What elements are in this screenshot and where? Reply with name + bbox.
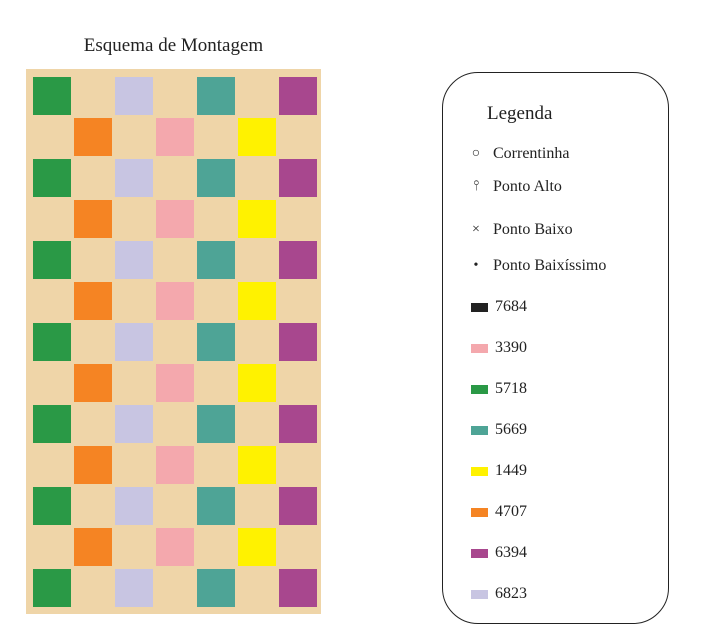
circle-icon: ○ bbox=[471, 146, 481, 161]
color-swatch bbox=[471, 343, 488, 353]
pattern-cell bbox=[238, 200, 276, 238]
pattern-cell bbox=[197, 405, 235, 443]
pattern-cell bbox=[197, 241, 235, 279]
legend-symbol-item: × Ponto Baixo bbox=[467, 221, 573, 239]
color-code-label: 6823 bbox=[495, 585, 527, 602]
pattern-cell bbox=[238, 118, 276, 156]
color-swatch bbox=[471, 466, 488, 476]
color-code-label: 7684 bbox=[495, 298, 527, 315]
pattern-cell bbox=[279, 159, 317, 197]
pattern-cell bbox=[74, 446, 112, 484]
legend-color-item: 6823 bbox=[471, 585, 527, 603]
pattern-cell bbox=[74, 282, 112, 320]
color-code-label: 4707 bbox=[495, 503, 527, 520]
pattern-cell bbox=[238, 282, 276, 320]
legend-symbol-item: ○ Correntinha bbox=[467, 145, 570, 163]
color-code-label: 1449 bbox=[495, 462, 527, 479]
pattern-cell bbox=[33, 323, 71, 361]
pattern-cell bbox=[33, 77, 71, 115]
pattern-cell bbox=[197, 77, 235, 115]
pattern-cell bbox=[156, 446, 194, 484]
color-code-label: 3390 bbox=[495, 339, 527, 356]
legend-color-item: 5718 bbox=[471, 380, 527, 398]
pattern-cell bbox=[279, 569, 317, 607]
pattern-cell bbox=[115, 77, 153, 115]
legend-color-item: 3390 bbox=[471, 339, 527, 357]
pattern-cell bbox=[74, 528, 112, 566]
pattern-cell bbox=[74, 118, 112, 156]
legend-symbol-label: Ponto Baixo bbox=[493, 221, 573, 238]
pattern-cell bbox=[156, 118, 194, 156]
pattern-cell bbox=[33, 487, 71, 525]
legend-color-item: 4707 bbox=[471, 503, 527, 521]
color-code-label: 6394 bbox=[495, 544, 527, 561]
legend-color-item: 6394 bbox=[471, 544, 527, 562]
pattern-cell bbox=[115, 405, 153, 443]
color-swatch bbox=[471, 507, 488, 517]
color-swatch bbox=[471, 302, 488, 312]
pattern-cell bbox=[279, 323, 317, 361]
pattern-cell bbox=[156, 364, 194, 402]
pattern-cell bbox=[238, 528, 276, 566]
dot-icon: • bbox=[473, 258, 479, 273]
pattern-cell bbox=[197, 569, 235, 607]
pattern-cell bbox=[279, 405, 317, 443]
color-swatch bbox=[471, 548, 488, 558]
legend-color-item: 5669 bbox=[471, 421, 527, 439]
pattern-cell bbox=[33, 405, 71, 443]
legend-color-item: 1449 bbox=[471, 462, 527, 480]
pattern-cell bbox=[197, 159, 235, 197]
pattern-cell bbox=[74, 364, 112, 402]
cross-icon: × bbox=[472, 222, 480, 237]
diagram-title: Esquema de Montagem bbox=[83, 35, 264, 56]
pattern-cell bbox=[238, 364, 276, 402]
tall-stitch-icon: ⫯ bbox=[472, 179, 480, 194]
pattern-cell bbox=[279, 487, 317, 525]
pattern-cell bbox=[279, 77, 317, 115]
legend-symbol-item: ⫯ Ponto Alto bbox=[467, 178, 562, 196]
pattern-cell bbox=[33, 159, 71, 197]
pattern-cell bbox=[279, 241, 317, 279]
pattern-grid bbox=[26, 69, 321, 614]
pattern-cell bbox=[197, 487, 235, 525]
pattern-cell bbox=[115, 487, 153, 525]
legend-symbol-label: Ponto Baixíssimo bbox=[493, 257, 607, 274]
color-swatch bbox=[471, 589, 488, 599]
color-swatch bbox=[471, 425, 488, 435]
pattern-cell bbox=[156, 200, 194, 238]
pattern-cell bbox=[115, 569, 153, 607]
legend-symbol-item: • Ponto Baixíssimo bbox=[467, 257, 607, 275]
pattern-cell bbox=[115, 323, 153, 361]
pattern-cell bbox=[33, 569, 71, 607]
legend-title: Legenda bbox=[487, 103, 553, 124]
pattern-cell bbox=[74, 200, 112, 238]
legend-symbol-label: Ponto Alto bbox=[493, 178, 562, 195]
legend-color-item: 7684 bbox=[471, 298, 527, 316]
pattern-cell bbox=[238, 446, 276, 484]
pattern-cell bbox=[156, 282, 194, 320]
pattern-cell bbox=[115, 159, 153, 197]
legend-symbol-label: Correntinha bbox=[493, 145, 570, 162]
pattern-cell bbox=[33, 241, 71, 279]
color-code-label: 5718 bbox=[495, 380, 527, 397]
legend-box: Legenda ○ Correntinha ⫯ Ponto Alto × Ponto Ba… bbox=[442, 72, 669, 624]
color-swatch bbox=[471, 384, 488, 394]
pattern-cell bbox=[197, 323, 235, 361]
color-code-label: 5669 bbox=[495, 421, 527, 438]
pattern-cell bbox=[156, 528, 194, 566]
pattern-cell bbox=[115, 241, 153, 279]
